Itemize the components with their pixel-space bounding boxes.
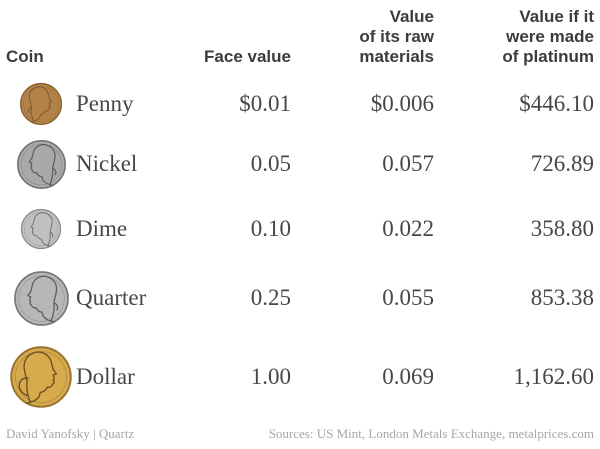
- quarter-coin-icon: [13, 270, 69, 326]
- coin-name: Nickel: [76, 151, 138, 176]
- raw-materials-value: $0.006: [370, 91, 434, 116]
- coin-name: Dollar: [76, 364, 135, 389]
- coin-name: Quarter: [76, 285, 147, 310]
- platinum-value: 726.89: [530, 151, 594, 176]
- raw-materials-value: 0.057: [382, 151, 434, 176]
- table-row-coin-cell: [6, 334, 76, 420]
- platinum-value: 358.80: [530, 216, 594, 241]
- platinum-value: $446.10: [519, 91, 594, 116]
- coin-table: Coin Face value Value of its raw materia…: [6, 6, 595, 420]
- table-row-coin-cell: [6, 262, 76, 334]
- raw-materials-value: 0.055: [382, 285, 434, 310]
- platinum-value: 1,162.60: [513, 364, 595, 389]
- table-row-coin-cell: [6, 196, 76, 262]
- face-value: $0.01: [239, 91, 291, 116]
- face-value: 0.25: [250, 285, 291, 310]
- penny-coin-icon: [19, 82, 63, 126]
- dollar-coin-icon: [10, 346, 72, 408]
- nickel-coin-icon: [16, 139, 66, 189]
- author-credit: David Yanofsky | Quartz: [6, 426, 135, 441]
- sources-note: Sources: US Mint, London Metals Exchange…: [268, 426, 594, 441]
- face-value: 0.05: [250, 151, 291, 176]
- coin-name: Penny: [76, 91, 134, 116]
- table-row-coin-cell: [6, 76, 76, 132]
- raw-materials-value: 0.069: [382, 364, 434, 389]
- column-header-raw-materials: Value of its raw materials: [359, 6, 434, 66]
- column-header-face-value: Face value: [204, 46, 291, 66]
- footer: David Yanofsky | Quartz Sources: US Mint…: [0, 420, 600, 449]
- platinum-value: 853.38: [530, 285, 594, 310]
- dime-coin-icon: [20, 208, 62, 250]
- raw-materials-value: 0.022: [382, 216, 434, 241]
- face-value: 1.00: [250, 364, 291, 389]
- column-header-coin: Coin: [6, 46, 44, 66]
- coin-name: Dime: [76, 216, 128, 241]
- face-value: 0.10: [250, 216, 291, 241]
- table-row-coin-cell: [6, 132, 76, 196]
- column-header-platinum: Value if it were made of platinum: [502, 6, 594, 66]
